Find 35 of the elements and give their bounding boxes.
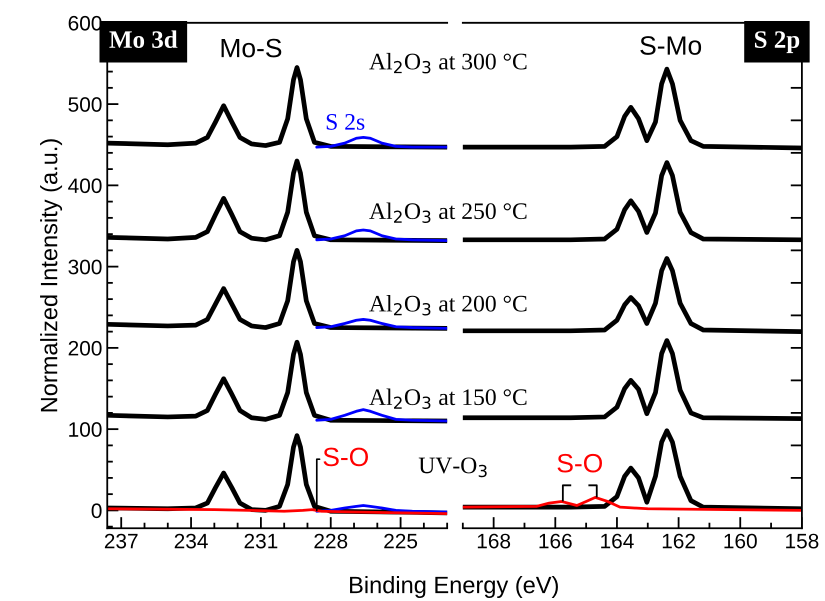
annotation: Mo-S [222,38,282,58]
x-tick-label: 234 [174,534,208,548]
x-tick-label: 162 [662,534,695,548]
annotation: S 2p [754,31,800,54]
x-tick-label: 158 [786,534,818,548]
y-tick-label: 300 [68,260,102,274]
annotation: S 2s [326,114,364,130]
y-tick-label: 200 [68,340,102,356]
line-series [315,318,448,330]
x-tick-label: 228 [314,534,348,548]
line-series [315,408,448,422]
y-tick-label: 0 [92,503,102,518]
annotation: S-O [324,448,368,466]
x-tick-label: 164 [601,534,634,548]
annotation: Al$_{2}$O$_{3}$ at 250 °C [369,202,526,224]
x-tick-label: 231 [244,534,278,548]
annotation: Al$_{2}$O$_{3}$ at 200 °C [369,295,526,316]
y-tick-label: 500 [68,97,102,112]
annotation: S-Mo [640,36,702,55]
annotation: Mo 3d [109,30,178,48]
x-tick-label: 225 [384,534,418,548]
annotation: UV-O$_{3}$ [418,457,487,478]
y-tick-label: 100 [69,422,102,437]
x-axis-title: Binding Energy (eV) [350,576,558,598]
x-tick-label: 168 [478,534,510,548]
y-axis-title: Normalized Intensity (a.u.) [40,139,62,412]
x-tick-label: 166 [540,534,572,548]
annotation: Al$_{2}$O$_{3}$ at 150 °C [369,388,526,410]
x-tick-label: 237 [104,534,138,548]
line-series [315,228,448,242]
annotation: S-O [558,454,602,473]
annotation: Al$_{2}$O$_{3}$ at 300 °C [369,52,526,74]
x-tick-label: 160 [724,534,757,548]
y-tick-label: 400 [68,178,102,194]
line-series [315,136,448,149]
